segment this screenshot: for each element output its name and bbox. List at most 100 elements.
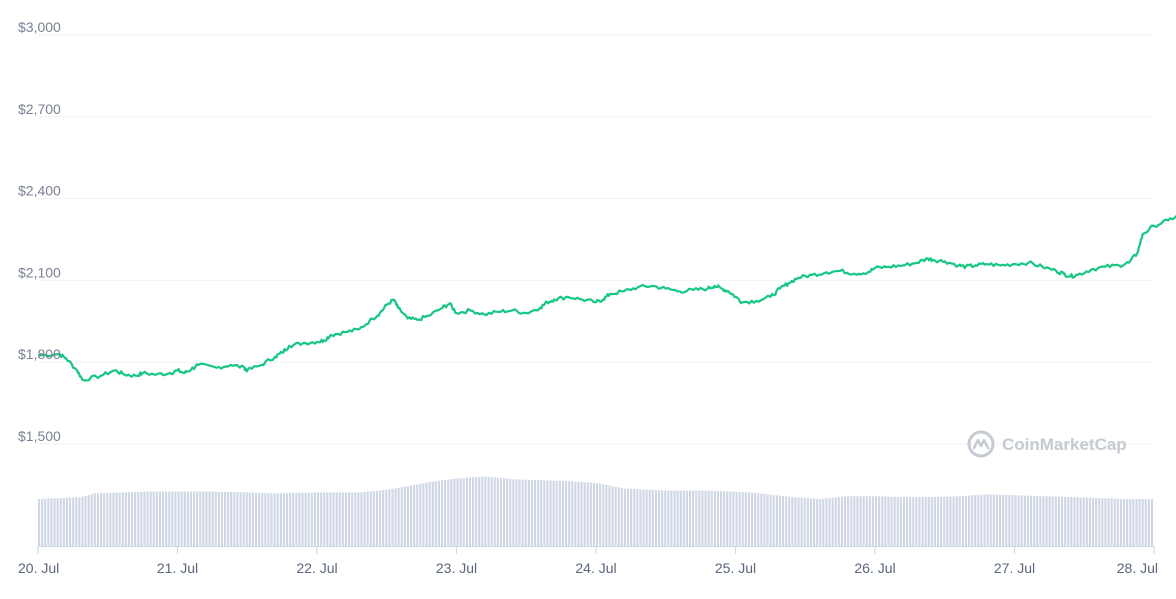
volume-bar (744, 492, 747, 546)
volume-bar (769, 494, 772, 546)
volume-bar (797, 497, 800, 546)
volume-bar (205, 491, 208, 546)
volume-bar (298, 492, 301, 546)
volume-bar (831, 497, 834, 546)
volume-bar (1147, 499, 1150, 546)
volume-bar (747, 492, 750, 546)
volume-bar (478, 476, 481, 546)
volume-bar (289, 493, 292, 546)
volume-bar (977, 494, 980, 546)
volume-bar (208, 491, 211, 546)
volume-bar (995, 494, 998, 546)
volume-bar (413, 484, 416, 546)
volume-bar (930, 497, 933, 546)
volume-bar (580, 482, 583, 546)
volume-bar (385, 489, 388, 546)
volume-bar (654, 490, 657, 546)
volume-bar (676, 490, 679, 546)
volume-bar (264, 493, 267, 546)
volume-bar (220, 491, 223, 546)
volume-bar (868, 496, 871, 546)
volume-bar (785, 496, 788, 546)
volume-bar (444, 480, 447, 546)
volume-bar (462, 477, 465, 546)
volume-bar (850, 496, 853, 546)
volume-bar (72, 497, 75, 546)
volume-bar (983, 494, 986, 546)
volume-bar (93, 493, 96, 546)
volume-bar (202, 491, 205, 546)
volume-bar (118, 492, 121, 546)
volume-bar (397, 487, 400, 546)
volume-bar (890, 496, 893, 546)
volume-bar (131, 492, 134, 546)
volume-bar (540, 480, 543, 546)
coinmarketcap-watermark: CoinMarketCap (967, 430, 1127, 458)
volume-bar (816, 498, 819, 546)
volume-bar (475, 477, 478, 546)
volume-bar (1048, 496, 1051, 546)
volume-bar (1085, 497, 1088, 546)
volume-bar (434, 481, 437, 546)
volume-bar (171, 491, 174, 546)
volume-bar (422, 483, 425, 546)
volume-bar (348, 492, 351, 546)
volume-bar (1129, 499, 1132, 546)
volume-bar (1054, 496, 1057, 546)
volume-bar (955, 496, 958, 546)
volume-bar (1002, 494, 1005, 546)
grid-layer (38, 34, 1154, 445)
volume-bar (239, 492, 242, 546)
volume-bar (614, 486, 617, 546)
volume-bar (217, 491, 220, 546)
volume-bar (608, 485, 611, 546)
volume-bar (1061, 496, 1064, 546)
volume-bar (127, 492, 130, 546)
volume-bar (499, 478, 502, 546)
volume-bar (75, 497, 78, 546)
volume-bar (286, 493, 289, 546)
volume-bar (304, 492, 307, 546)
volume-bar (465, 477, 468, 546)
volume-bar (245, 492, 248, 546)
volume-bar (887, 496, 890, 546)
volume-bar (561, 480, 564, 546)
volume-bar (642, 489, 645, 546)
volume-bar (689, 490, 692, 546)
volume-bar (630, 488, 633, 546)
volume-bar (1067, 497, 1070, 546)
volume-bar (803, 498, 806, 546)
volume-bar (1132, 499, 1135, 546)
volume-bar (605, 484, 608, 546)
volume-bar (506, 478, 509, 546)
volume-bar (1110, 498, 1113, 546)
volume-bar (1023, 495, 1026, 546)
volume-bar (546, 480, 549, 546)
volume-bar (1095, 498, 1098, 546)
volume-bar (521, 479, 524, 546)
volume-bar (493, 477, 496, 546)
volume-bar (481, 476, 484, 546)
volume-bar (1030, 495, 1033, 546)
volume-bar (943, 496, 946, 546)
volume-bar (537, 480, 540, 546)
x-tick-label: 27. Jul (994, 560, 1035, 576)
volume-bar (568, 481, 571, 546)
volume-bar (828, 498, 831, 546)
volume-bar (431, 481, 434, 546)
volume-bar (44, 498, 47, 546)
volume-bar (999, 494, 1002, 546)
volume-bar (933, 497, 936, 546)
volume-bar (602, 484, 605, 546)
volume-bar (134, 492, 137, 546)
volume-bar (822, 498, 825, 546)
volume-bar (1126, 499, 1129, 546)
volume-bar (738, 491, 741, 546)
volume-bar (47, 498, 50, 546)
volume-bar (937, 496, 940, 546)
volume-bar (1123, 498, 1126, 546)
volume-bar (180, 491, 183, 546)
volume-bar (968, 495, 971, 546)
